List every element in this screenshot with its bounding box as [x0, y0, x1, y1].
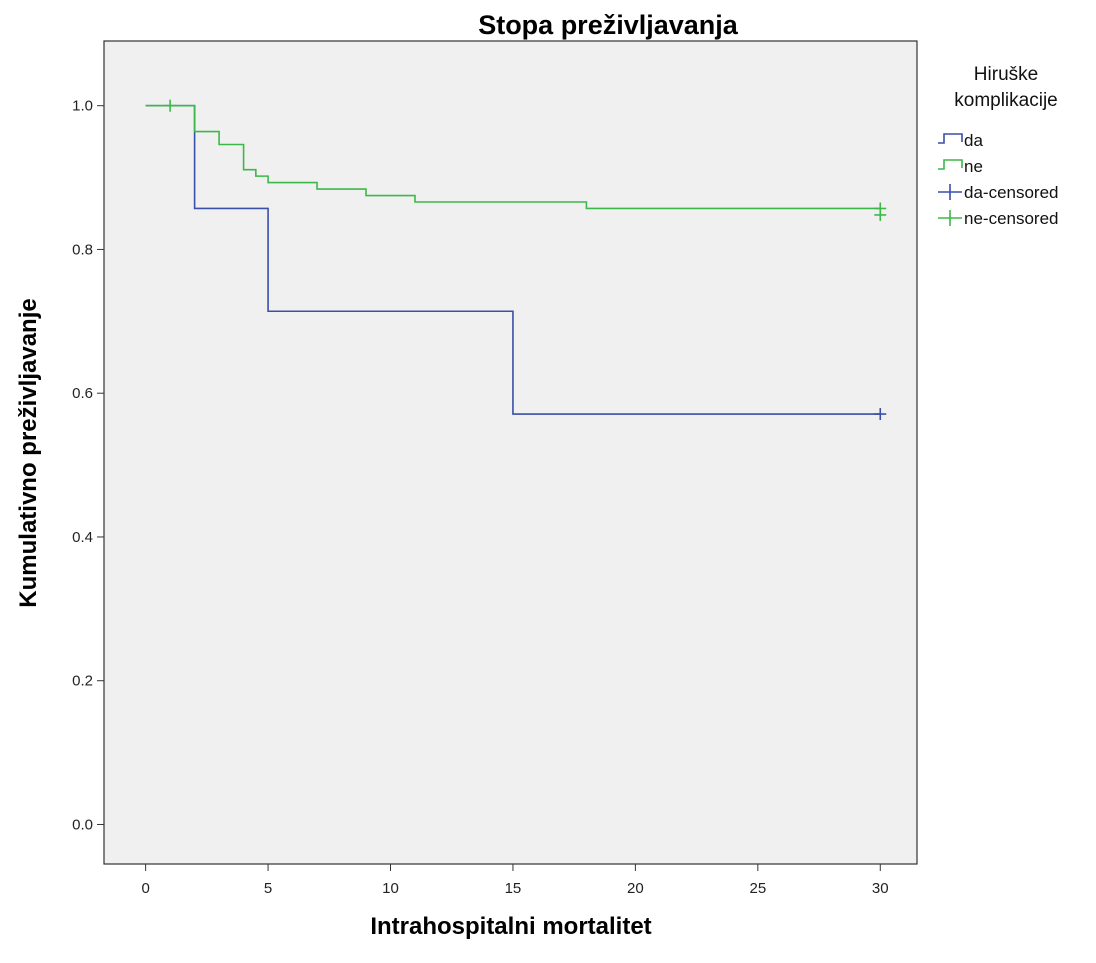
legend-label: da — [964, 131, 983, 150]
x-tick-label: 25 — [749, 880, 766, 897]
y-tick-label: 0.2 — [72, 673, 93, 690]
censor-mark-ne — [874, 202, 887, 215]
legend-step-symbol — [938, 159, 963, 170]
x-axis: 0 5 10 15 20 25 30 — [141, 864, 889, 897]
x-tick-label: 30 — [872, 880, 889, 897]
legend-label: da-censored — [964, 183, 1059, 202]
x-tick-label: 15 — [505, 880, 522, 897]
legend-entry-ne-censored: ne-censored — [938, 209, 1059, 228]
legend: Hiruške komplikacije da ne da-censored ne-c… — [938, 64, 1059, 228]
y-axis: 0.0 0.2 0.4 0.6 0.8 1.0 — [72, 98, 104, 833]
y-tick-label: 0.0 — [72, 816, 93, 833]
x-tick-label: 0 — [141, 880, 149, 897]
legend-entry-da-censored: da-censored — [938, 183, 1059, 202]
y-tick-label: 0.6 — [72, 385, 93, 402]
legend-entries: da ne da-censored ne-censored — [938, 131, 1059, 228]
chart-title: Stopa preživljavanja — [478, 10, 739, 40]
x-tick-label: 20 — [627, 880, 644, 897]
censor-mark-da — [874, 408, 887, 421]
legend-step-symbol — [938, 133, 963, 144]
x-axis-title: Intrahospitalni mortalitet — [370, 913, 651, 940]
legend-label: ne — [964, 157, 983, 176]
series-layer — [145, 99, 887, 421]
x-tick-label: 5 — [264, 880, 272, 897]
y-tick-label: 1.0 — [72, 98, 93, 115]
legend-title-line-2: komplikacije — [954, 90, 1057, 111]
y-tick-label: 0.4 — [72, 529, 93, 546]
series-line-ne — [145, 104, 881, 210]
plot-area — [103, 40, 918, 865]
y-tick-label: 0.8 — [72, 241, 93, 258]
legend-title-line-1: Hiruške — [974, 64, 1038, 85]
x-tick-label: 10 — [382, 880, 399, 897]
legend-entry-da: da — [938, 131, 983, 150]
legend-label: ne-censored — [964, 209, 1059, 228]
censor-mark-ne — [164, 99, 177, 112]
y-axis-title: Kumulativno preživljavanje — [15, 298, 42, 607]
legend-entry-ne: ne — [938, 157, 983, 176]
